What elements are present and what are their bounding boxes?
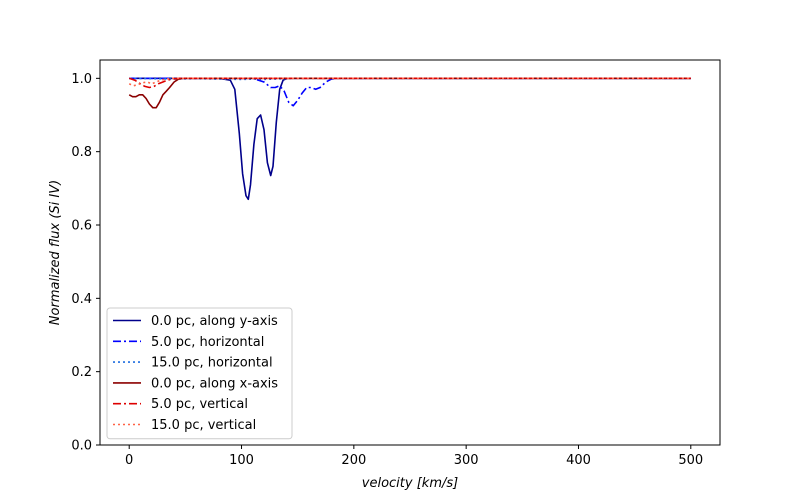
y-axis-ticks: 0.0 0.2 0.4 0.6 0.8 1.0	[71, 72, 100, 454]
series-line-2	[129, 77, 691, 107]
legend-label-4: 0.0 pc, along x-axis	[151, 376, 278, 391]
series-line-1	[129, 77, 691, 201]
x-axis-ticks: 0 100 200 300 400 500	[125, 445, 703, 468]
legend-label-2: 5.0 pc, horizontal	[151, 335, 264, 350]
legend-label-3: 15.0 pc, horizontal	[151, 356, 273, 371]
x-tick-label: 200	[341, 453, 366, 468]
x-axis-label: velocity [km/s]	[362, 476, 458, 491]
x-tick-label: 500	[678, 453, 703, 468]
legend-label-5: 5.0 pc, vertical	[151, 397, 248, 412]
y-tick-label: 0.8	[71, 145, 92, 160]
legend-box	[106, 307, 293, 440]
y-tick-label: 0.6	[71, 219, 92, 234]
legend-label-6: 15.0 pc, vertical	[151, 418, 256, 433]
legend: 0.0 pc, along y-axis 5.0 pc, horizontal 15…	[106, 307, 293, 440]
x-tick-label: 100	[229, 453, 254, 468]
plot-series-group	[128, 77, 691, 201]
x-tick-label: 0	[125, 453, 133, 468]
axes-frame	[99, 59, 721, 446]
series-line-6	[128, 77, 691, 87]
y-tick-label: 0.2	[71, 365, 92, 380]
y-tick-label: 0.4	[71, 292, 92, 307]
x-tick-label: 400	[566, 453, 591, 468]
y-tick-label: 1.0	[71, 72, 92, 87]
x-tick-label: 300	[454, 453, 479, 468]
y-tick-label: 0.0	[71, 439, 92, 454]
legend-label-1: 0.0 pc, along y-axis	[151, 314, 278, 329]
y-axis-label: Normalized flux (Si IV)	[48, 180, 63, 325]
